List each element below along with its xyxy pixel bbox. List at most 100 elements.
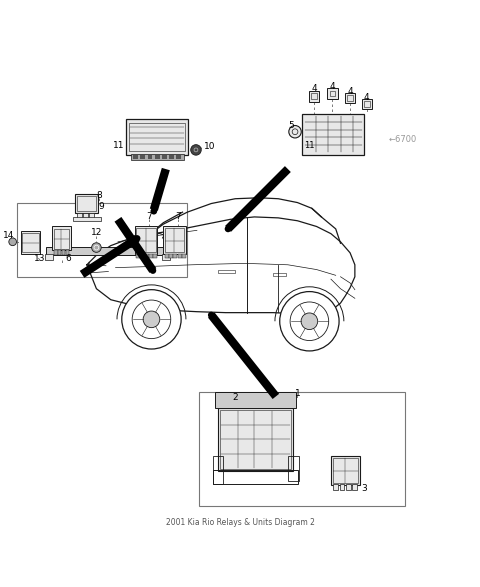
Bar xyxy=(339,484,344,490)
Text: 7: 7 xyxy=(146,212,152,221)
Bar xyxy=(182,254,186,258)
Text: 5: 5 xyxy=(288,120,294,130)
Text: ←6700: ←6700 xyxy=(388,135,417,144)
Bar xyxy=(21,231,40,254)
Bar xyxy=(176,155,181,160)
Circle shape xyxy=(208,312,215,318)
Circle shape xyxy=(151,208,157,214)
Text: 4: 4 xyxy=(364,93,370,102)
Bar xyxy=(302,114,364,155)
Bar xyxy=(141,254,144,258)
Bar xyxy=(213,470,299,484)
Bar xyxy=(165,254,168,258)
Bar xyxy=(46,247,168,255)
Bar xyxy=(141,155,145,160)
Text: 10: 10 xyxy=(204,141,215,151)
Circle shape xyxy=(290,302,329,340)
Text: 6: 6 xyxy=(65,254,71,263)
Bar xyxy=(136,254,140,258)
Bar xyxy=(45,254,53,260)
Circle shape xyxy=(150,267,156,274)
Bar xyxy=(220,410,291,468)
Text: 7: 7 xyxy=(175,212,180,221)
Bar xyxy=(169,254,173,258)
Bar xyxy=(17,203,187,276)
Bar xyxy=(327,88,337,99)
Bar xyxy=(77,212,82,218)
Circle shape xyxy=(301,313,318,329)
Bar xyxy=(312,93,317,99)
Bar xyxy=(345,93,355,103)
Bar xyxy=(329,90,335,96)
Bar xyxy=(218,409,293,471)
Text: 1: 1 xyxy=(295,389,300,397)
Bar xyxy=(169,155,174,160)
Text: 11: 11 xyxy=(304,141,315,150)
Bar xyxy=(162,254,170,260)
Bar xyxy=(199,392,405,507)
Bar xyxy=(309,91,320,102)
Bar xyxy=(84,212,88,218)
Bar xyxy=(126,119,188,155)
Bar xyxy=(52,227,71,251)
Bar xyxy=(89,212,94,218)
Bar xyxy=(165,228,184,252)
Text: 4: 4 xyxy=(347,87,353,96)
Bar xyxy=(148,155,153,160)
Text: 2: 2 xyxy=(232,393,238,402)
Circle shape xyxy=(289,126,301,138)
Bar xyxy=(135,227,157,254)
Bar xyxy=(352,484,357,490)
Text: 9: 9 xyxy=(98,202,104,211)
Bar xyxy=(288,456,300,481)
Bar xyxy=(136,228,156,252)
Bar xyxy=(145,254,149,258)
Bar xyxy=(273,273,286,276)
Text: 3: 3 xyxy=(361,484,367,493)
Text: 13: 13 xyxy=(34,254,46,263)
Bar xyxy=(22,233,38,252)
Circle shape xyxy=(143,311,160,328)
Circle shape xyxy=(92,243,101,252)
Bar xyxy=(333,484,338,490)
Circle shape xyxy=(122,289,181,349)
Text: 4: 4 xyxy=(330,82,335,91)
Bar xyxy=(133,155,138,160)
Bar xyxy=(364,101,370,107)
Circle shape xyxy=(191,144,201,155)
Text: 2001 Kia Rio Relays & Units Diagram 2: 2001 Kia Rio Relays & Units Diagram 2 xyxy=(166,518,314,527)
Bar xyxy=(149,254,153,258)
Bar xyxy=(213,456,223,484)
Bar xyxy=(62,251,65,255)
Text: 4: 4 xyxy=(312,84,317,93)
Bar xyxy=(155,155,159,160)
Bar xyxy=(173,254,177,258)
Text: 12: 12 xyxy=(91,228,102,237)
Bar xyxy=(129,123,185,151)
Bar xyxy=(58,251,61,255)
Text: 8: 8 xyxy=(96,191,102,200)
Bar xyxy=(77,196,96,211)
Bar xyxy=(346,484,350,490)
Bar xyxy=(162,155,167,160)
Bar xyxy=(347,95,353,101)
Bar xyxy=(331,456,360,485)
Text: 11: 11 xyxy=(113,141,124,150)
Bar xyxy=(163,227,186,254)
Circle shape xyxy=(225,225,231,232)
Circle shape xyxy=(9,238,16,245)
Bar xyxy=(154,254,157,258)
Bar xyxy=(215,392,297,409)
Bar xyxy=(73,217,101,221)
Bar xyxy=(75,194,98,213)
Bar xyxy=(218,270,235,274)
Bar xyxy=(66,251,69,255)
Bar xyxy=(54,229,69,249)
Bar xyxy=(178,254,181,258)
Circle shape xyxy=(134,235,141,242)
Text: 14: 14 xyxy=(3,231,14,239)
Bar xyxy=(333,458,358,483)
Circle shape xyxy=(280,292,339,351)
Bar xyxy=(54,251,58,255)
Bar xyxy=(131,154,183,160)
